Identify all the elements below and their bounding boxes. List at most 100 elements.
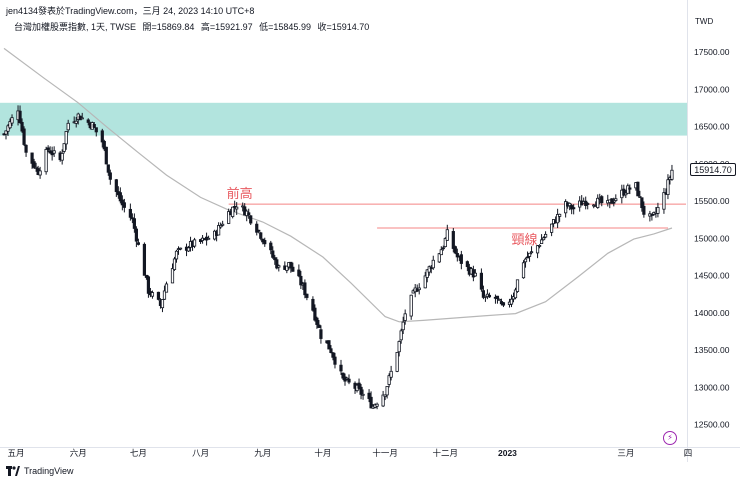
candle-body — [297, 269, 301, 277]
candle-body — [515, 279, 520, 292]
candle-body — [132, 218, 136, 229]
candle-body — [277, 265, 281, 268]
candle-body — [305, 293, 309, 298]
candle-body — [64, 131, 68, 145]
candle-body — [80, 117, 84, 120]
low-value: 低=15845.99 — [259, 22, 311, 32]
candle-body — [361, 393, 365, 396]
candle-body — [347, 378, 351, 383]
candle-body — [142, 243, 147, 276]
candle-body — [249, 215, 253, 224]
y-tick-label: 12500.00 — [694, 420, 730, 430]
candle-body — [128, 208, 132, 218]
candle-body — [174, 250, 179, 260]
candle-body — [369, 396, 373, 409]
candle-body — [527, 252, 532, 257]
candle-body — [339, 364, 343, 372]
x-tick-label: 四 — [684, 448, 693, 458]
candle-body — [156, 291, 161, 300]
candle-body — [401, 321, 405, 331]
candle-body — [624, 192, 628, 196]
candle-body — [44, 149, 48, 173]
candle-body — [670, 169, 674, 180]
candle-body — [114, 179, 118, 192]
candle-body — [423, 275, 427, 289]
candle-body — [465, 261, 469, 268]
y-tick-label: 17000.00 — [694, 84, 730, 94]
candle-body — [662, 192, 666, 210]
candle-body — [24, 144, 28, 153]
candle-body — [473, 272, 477, 277]
candle-body — [451, 231, 455, 249]
y-tick-label: 13500.00 — [694, 345, 730, 355]
candle-body — [431, 259, 435, 269]
candle-body — [564, 201, 568, 214]
candle-body — [666, 179, 670, 195]
candle-body — [539, 239, 544, 244]
candle-body — [441, 247, 445, 250]
candle-body — [459, 254, 463, 264]
moving-average-line — [3, 47, 673, 323]
candle-body — [136, 242, 140, 245]
publisher-line: jen4134發表於TradingView.com，三月 24, 2023 14… — [6, 6, 255, 16]
candle-body — [415, 288, 419, 292]
candle-body — [231, 206, 235, 217]
candle-body — [487, 294, 492, 298]
candle-body — [439, 249, 443, 256]
candle-body — [289, 261, 293, 269]
x-tick-label: 十二月 — [433, 448, 459, 458]
candle-body — [235, 206, 239, 210]
candle-body — [359, 386, 363, 395]
symbol-name: 台灣加權股票指數, 1天, TWSE — [14, 22, 137, 32]
candle-body — [497, 298, 502, 301]
candle-body — [614, 198, 618, 201]
candle-body — [52, 150, 56, 154]
candle-body — [311, 298, 315, 311]
y-tick-label: 17500.00 — [694, 47, 730, 57]
candle-body — [32, 161, 36, 168]
candle-body — [383, 394, 387, 397]
candle-body — [6, 125, 10, 132]
candle-body — [543, 233, 548, 238]
candle-body — [586, 203, 590, 205]
candle-body — [275, 259, 279, 269]
candle-body — [387, 375, 391, 385]
y-tick-label: 14500.00 — [694, 271, 730, 281]
candle-body — [596, 197, 600, 208]
candle-body — [263, 240, 267, 245]
candle-body — [317, 324, 321, 328]
candle-body — [164, 283, 169, 293]
candle-body — [170, 268, 175, 284]
y-tick-label: 13000.00 — [694, 382, 730, 392]
candle-body — [46, 147, 50, 150]
candle-body — [333, 356, 337, 365]
candle-body — [22, 128, 26, 145]
open-value: 開=15869.84 — [142, 22, 195, 32]
candle-body — [4, 130, 8, 135]
candle-body — [327, 340, 331, 350]
candle-body — [206, 237, 211, 240]
candle-body — [86, 119, 90, 123]
candle-body — [66, 122, 70, 131]
x-tick-label: 八月 — [192, 448, 209, 458]
candle-body — [403, 313, 407, 321]
x-tick-label: 五月 — [8, 448, 25, 458]
tradingview-brand[interactable]: TradingView — [6, 466, 74, 476]
candle-body — [381, 394, 385, 407]
candle-body — [94, 127, 98, 133]
candle-body — [219, 225, 223, 228]
candle-body — [513, 289, 518, 299]
last-price-badge: 15914.70 — [690, 163, 736, 177]
candle-body — [122, 202, 126, 208]
candle-body — [525, 256, 530, 259]
candle-body — [642, 205, 646, 215]
candle-body — [568, 202, 572, 207]
candle-body — [271, 250, 275, 258]
lightning-icon[interactable]: ⚡ — [663, 431, 677, 445]
candle-body — [227, 211, 231, 224]
candle-body — [106, 164, 110, 173]
candle-body — [291, 266, 295, 272]
candle-body — [397, 341, 401, 353]
y-tick-label: 16500.00 — [694, 122, 730, 132]
